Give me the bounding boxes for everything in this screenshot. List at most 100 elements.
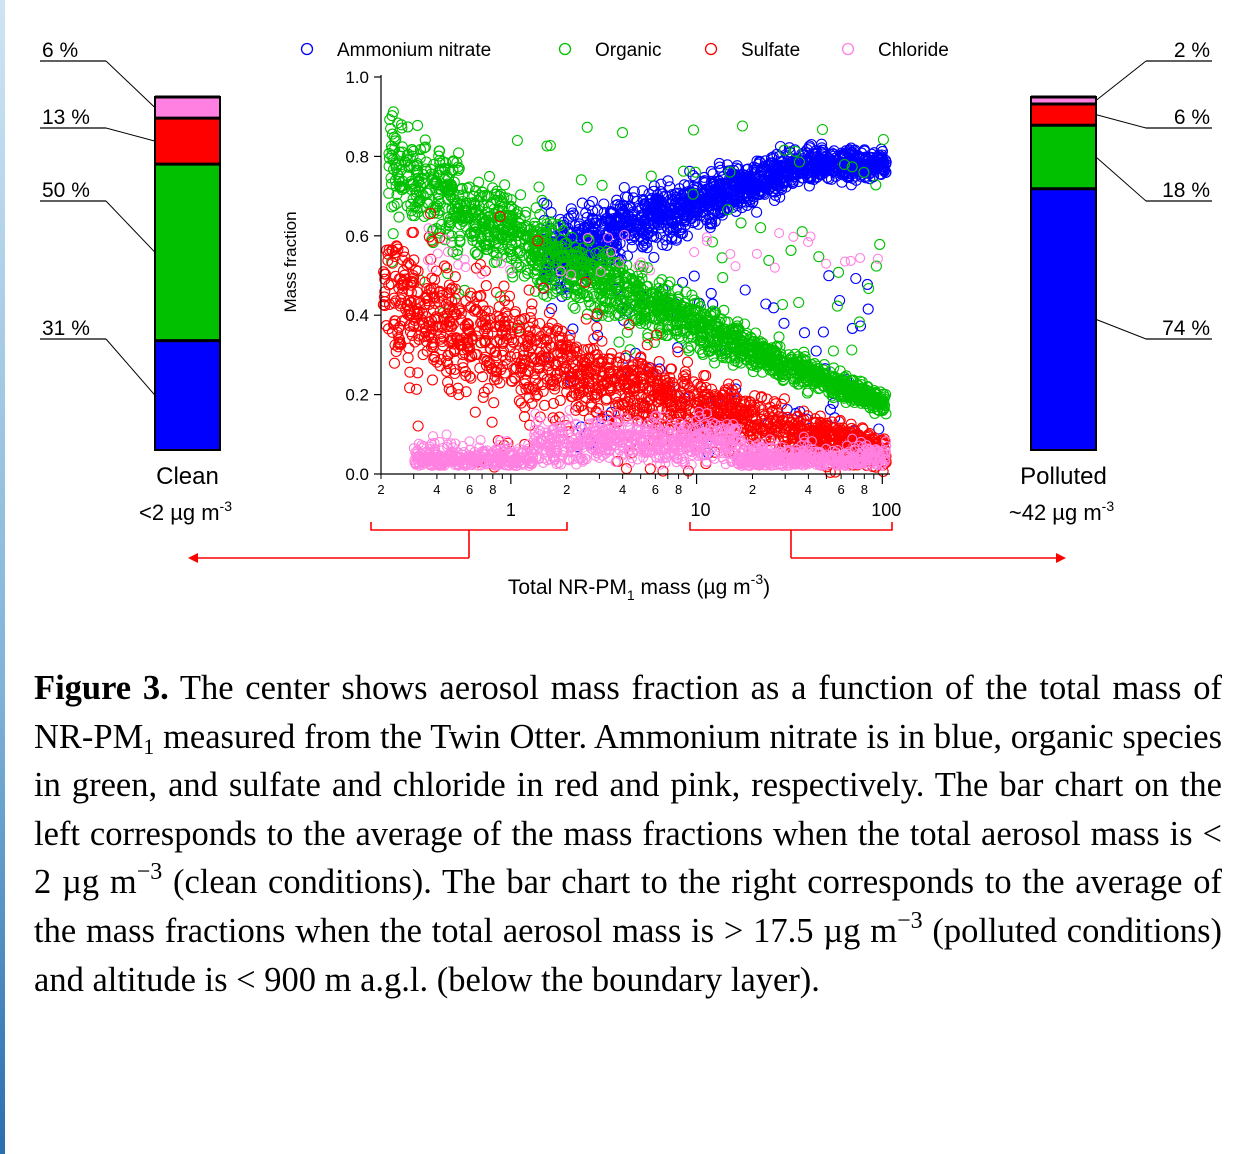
- scatter-point: [688, 270, 700, 282]
- scatter-point: [551, 265, 563, 277]
- scatter-point: [539, 399, 551, 411]
- scatter-point: [446, 230, 458, 242]
- scatter-point: [603, 265, 615, 277]
- scatter-point: [609, 309, 621, 321]
- scatter-point: [485, 198, 497, 210]
- scatter-point: [618, 181, 630, 194]
- scatter-point: [712, 327, 724, 339]
- scatter-point: [774, 174, 786, 186]
- scatter-point: [745, 186, 757, 198]
- scatter-point: [541, 140, 553, 152]
- scatter-point: [525, 223, 537, 235]
- scatter-point: [796, 226, 808, 238]
- scatter-point: [798, 327, 811, 339]
- scatter-point: [739, 318, 751, 330]
- scatter-point: [824, 403, 836, 415]
- scatter-point: [504, 243, 516, 255]
- scatter-point: [478, 238, 490, 250]
- scatter-point: [757, 337, 769, 349]
- scatter-point: [626, 274, 638, 287]
- scatter-point: [776, 180, 789, 192]
- scatter-point: [444, 216, 456, 228]
- scatter-point: [454, 218, 466, 231]
- scatter-point: [587, 260, 599, 272]
- scatter-point: [507, 250, 519, 262]
- scatter-point: [870, 260, 882, 272]
- scatter-point: [850, 272, 862, 285]
- scatter-point: [402, 352, 414, 364]
- scatter-point: [428, 207, 440, 219]
- scatter-point: [420, 165, 432, 177]
- scatter-point: [404, 366, 416, 378]
- scatter-point: [581, 121, 593, 133]
- scatter-point: [818, 372, 830, 384]
- scatter-point: [863, 282, 875, 295]
- scatter-point: [636, 291, 648, 303]
- scatter-point: [542, 253, 554, 265]
- scatter-point: [621, 326, 633, 338]
- scatter-point: [567, 300, 579, 312]
- scatter-point: [445, 180, 457, 192]
- scatter-point: [853, 316, 865, 328]
- scatter-point: [410, 186, 422, 198]
- scatter-point: [811, 161, 823, 173]
- scatter-point: [653, 356, 665, 368]
- scatter-point: [865, 395, 877, 407]
- scatter-point: [410, 189, 422, 201]
- scatter-point: [490, 237, 502, 250]
- scatter-point: [685, 328, 697, 340]
- scatter-point: [744, 178, 756, 190]
- scatter-point: [634, 231, 646, 243]
- scatter-point: [493, 301, 505, 313]
- scatter-point: [862, 392, 874, 404]
- scatter-point: [577, 242, 589, 254]
- scatter-point: [393, 211, 405, 223]
- scatter-point: [549, 279, 561, 291]
- scatter-point: [434, 197, 446, 210]
- scatter-point: [407, 145, 420, 157]
- scatter-point: [637, 185, 649, 197]
- scatter-point: [650, 231, 662, 243]
- scatter-point: [834, 294, 846, 307]
- scatter-point: [391, 197, 403, 209]
- scatter-point: [544, 269, 556, 281]
- scatter-point: [523, 284, 535, 296]
- scatter-point: [666, 231, 678, 243]
- scatter-point: [589, 272, 601, 285]
- scatter-point: [677, 165, 690, 177]
- scatter-point: [827, 345, 839, 357]
- scatter-point: [771, 361, 783, 374]
- scatter-point: [640, 237, 652, 249]
- scatter-point: [598, 237, 610, 249]
- scatter-point: [721, 159, 733, 171]
- scatter-point: [428, 177, 441, 189]
- scatter-point: [718, 325, 731, 337]
- scatter-point: [633, 314, 645, 327]
- scatter-point: [488, 397, 500, 409]
- scatter-point: [648, 180, 660, 192]
- scatter-point: [679, 200, 691, 212]
- scatter-point: [846, 161, 858, 173]
- scatter-point: [426, 374, 439, 386]
- scatter-point: [445, 385, 457, 398]
- series-ammonium_nitrate: [538, 138, 892, 459]
- scatter-point: [838, 371, 850, 384]
- scatter-point: [569, 302, 581, 314]
- scatter-point: [594, 304, 606, 316]
- scatter-point: [513, 218, 526, 230]
- scatter-point: [819, 153, 832, 165]
- scatter-point: [653, 195, 665, 207]
- scatter-point: [530, 202, 542, 214]
- scatter-point: [717, 272, 729, 284]
- scatter-point: [621, 259, 633, 271]
- scatter-point: [760, 298, 772, 310]
- scatter-point: [810, 345, 822, 357]
- scatter-point: [871, 159, 883, 171]
- scatter-point: [638, 208, 651, 220]
- scatter-point: [576, 197, 588, 209]
- scatter-point: [641, 242, 653, 254]
- scatter-point: [604, 214, 616, 226]
- scatter-point: [670, 325, 682, 337]
- scatter-point: [709, 320, 721, 332]
- scatter-point: [793, 296, 805, 309]
